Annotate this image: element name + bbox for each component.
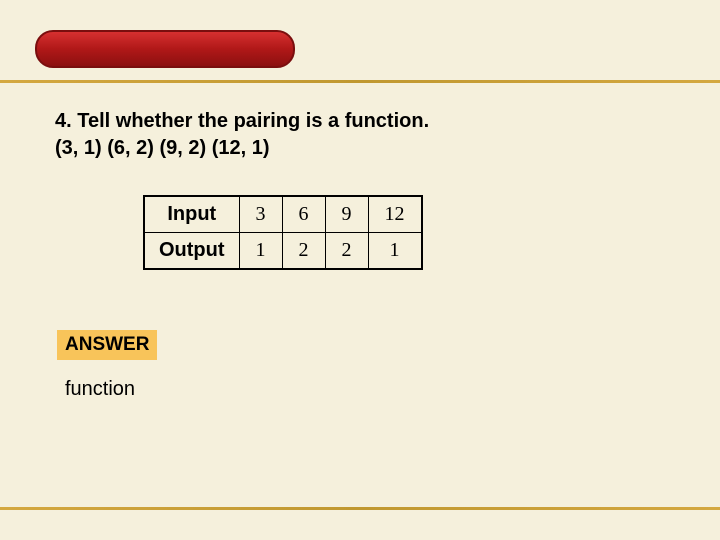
input-header: Input [144, 196, 239, 233]
input-cell: 6 [282, 196, 325, 233]
question-number: 4. [55, 110, 72, 132]
ordered-pairs: (3, 1) (6, 2) (9, 2) (12, 1) [55, 137, 665, 160]
top-divider [0, 80, 720, 83]
question-body: Tell whether the pairing is a function. [77, 110, 429, 132]
table-row: Input 3 6 9 12 [144, 196, 422, 233]
io-table-wrap: Input 3 6 9 12 Output 1 2 2 1 [143, 195, 665, 270]
input-cell: 9 [325, 196, 368, 233]
answer-result: function [65, 378, 665, 401]
question-text: 4. Tell whether the pairing is a functio… [55, 110, 665, 133]
output-header: Output [144, 233, 239, 270]
output-cell: 2 [325, 233, 368, 270]
bottom-divider [0, 507, 720, 510]
output-cell: 1 [239, 233, 282, 270]
answer-label: ANSWER [57, 330, 157, 360]
input-cell: 12 [368, 196, 422, 233]
content-area: 4. Tell whether the pairing is a functio… [55, 110, 665, 401]
table-row: Output 1 2 2 1 [144, 233, 422, 270]
input-cell: 3 [239, 196, 282, 233]
header-pill [35, 30, 295, 68]
output-cell: 2 [282, 233, 325, 270]
io-table: Input 3 6 9 12 Output 1 2 2 1 [143, 195, 423, 270]
output-cell: 1 [368, 233, 422, 270]
